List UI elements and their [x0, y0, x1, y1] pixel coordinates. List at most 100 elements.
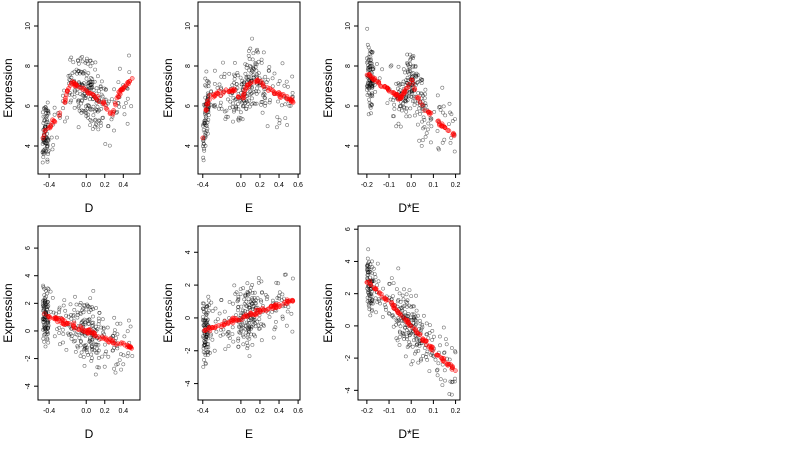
- data-point: [82, 363, 87, 368]
- data-point: [404, 61, 409, 66]
- data-point: [82, 346, 87, 351]
- data-point: [60, 327, 65, 332]
- data-point: [424, 321, 429, 326]
- data-point: [285, 84, 290, 89]
- data-point: [389, 63, 394, 68]
- fitted-point: [435, 118, 441, 124]
- data-point: [397, 291, 402, 296]
- y-tick-label: 4: [185, 250, 192, 254]
- data-point: [201, 127, 206, 132]
- x-tick-label: 0.6: [293, 408, 303, 415]
- data-point: [404, 114, 409, 119]
- data-point: [222, 75, 227, 80]
- data-point: [86, 103, 91, 108]
- fitted-point: [207, 97, 212, 103]
- data-point: [67, 77, 72, 82]
- data-point: [371, 266, 376, 271]
- fitted-point: [268, 303, 274, 309]
- fitted-point: [95, 334, 101, 339]
- data-point: [390, 314, 395, 318]
- data-point: [365, 299, 370, 304]
- data-point: [45, 159, 50, 164]
- fitted-point: [439, 123, 444, 129]
- data-point: [127, 70, 132, 75]
- data-point: [90, 127, 95, 131]
- data-point: [402, 287, 406, 292]
- data-point: [90, 345, 95, 350]
- data-point: [238, 75, 243, 80]
- data-point: [238, 329, 243, 334]
- fitted-point: [122, 84, 128, 89]
- data-point: [435, 129, 440, 133]
- fitted-point: [240, 95, 246, 101]
- fitted-point: [87, 90, 93, 96]
- data-point: [367, 97, 372, 102]
- fitted-point: [416, 95, 421, 100]
- data-point: [210, 309, 215, 313]
- data-point: [290, 74, 295, 79]
- data-point: [77, 108, 82, 113]
- fitted-point: [412, 326, 418, 332]
- data-point: [205, 79, 210, 83]
- data-point: [93, 67, 98, 72]
- y-tick-label: 2: [185, 283, 192, 287]
- data-point: [438, 343, 442, 348]
- data-point: [116, 80, 121, 85]
- data-point: [289, 311, 294, 316]
- data-point: [413, 314, 418, 319]
- data-point: [102, 364, 107, 369]
- data-point: [246, 49, 251, 53]
- fitted-point: [260, 83, 266, 88]
- scatter-panel-2: -0.4 0.0 0.2 0.4 0.6 4 6 8 10 E Expression: [161, 1, 303, 215]
- data-point: [251, 65, 256, 70]
- y-tick-label: -2: [25, 355, 32, 361]
- fitted-point: [281, 301, 286, 307]
- data-point: [79, 350, 84, 355]
- data-point: [205, 131, 210, 136]
- fitted-point: [91, 92, 97, 98]
- data-point: [94, 86, 99, 91]
- data-point: [73, 332, 78, 337]
- data-point: [201, 158, 206, 163]
- fitted-point: [280, 92, 286, 97]
- data-point: [259, 279, 264, 284]
- plot-area: [40, 283, 135, 377]
- fitted-point: [52, 315, 58, 321]
- data-point: [67, 92, 72, 97]
- data-point: [43, 344, 48, 349]
- data-point: [40, 302, 45, 307]
- data-point: [216, 106, 221, 111]
- fitted-point: [430, 344, 435, 350]
- data-point: [201, 346, 206, 351]
- data-point: [234, 106, 239, 111]
- y-axis-title: Expression: [1, 58, 15, 117]
- y-tick-label: 10: [185, 22, 192, 30]
- data-point: [200, 315, 205, 320]
- data-point: [45, 100, 50, 105]
- x-tick-label: 0.2: [255, 408, 265, 415]
- data-point: [112, 366, 117, 371]
- data-point: [231, 109, 236, 114]
- data-point: [282, 272, 287, 277]
- fitted-point: [399, 92, 405, 98]
- data-point: [434, 368, 439, 373]
- data-point: [103, 342, 107, 347]
- data-point: [421, 353, 425, 358]
- data-point: [203, 130, 208, 135]
- data-point: [97, 89, 102, 94]
- plot-frame: [197, 225, 301, 401]
- fitted-point: [401, 89, 407, 95]
- data-point: [242, 301, 247, 306]
- data-point: [78, 92, 83, 97]
- data-point: [374, 310, 378, 315]
- fitted-point: [50, 117, 55, 123]
- data-point: [402, 105, 407, 110]
- data-point: [392, 102, 397, 107]
- y-tick-label: 8: [345, 64, 352, 68]
- data-point: [249, 285, 254, 290]
- data-point: [203, 351, 208, 356]
- data-point: [238, 287, 243, 292]
- data-point: [76, 125, 81, 130]
- data-point: [403, 98, 408, 103]
- data-point: [389, 276, 394, 281]
